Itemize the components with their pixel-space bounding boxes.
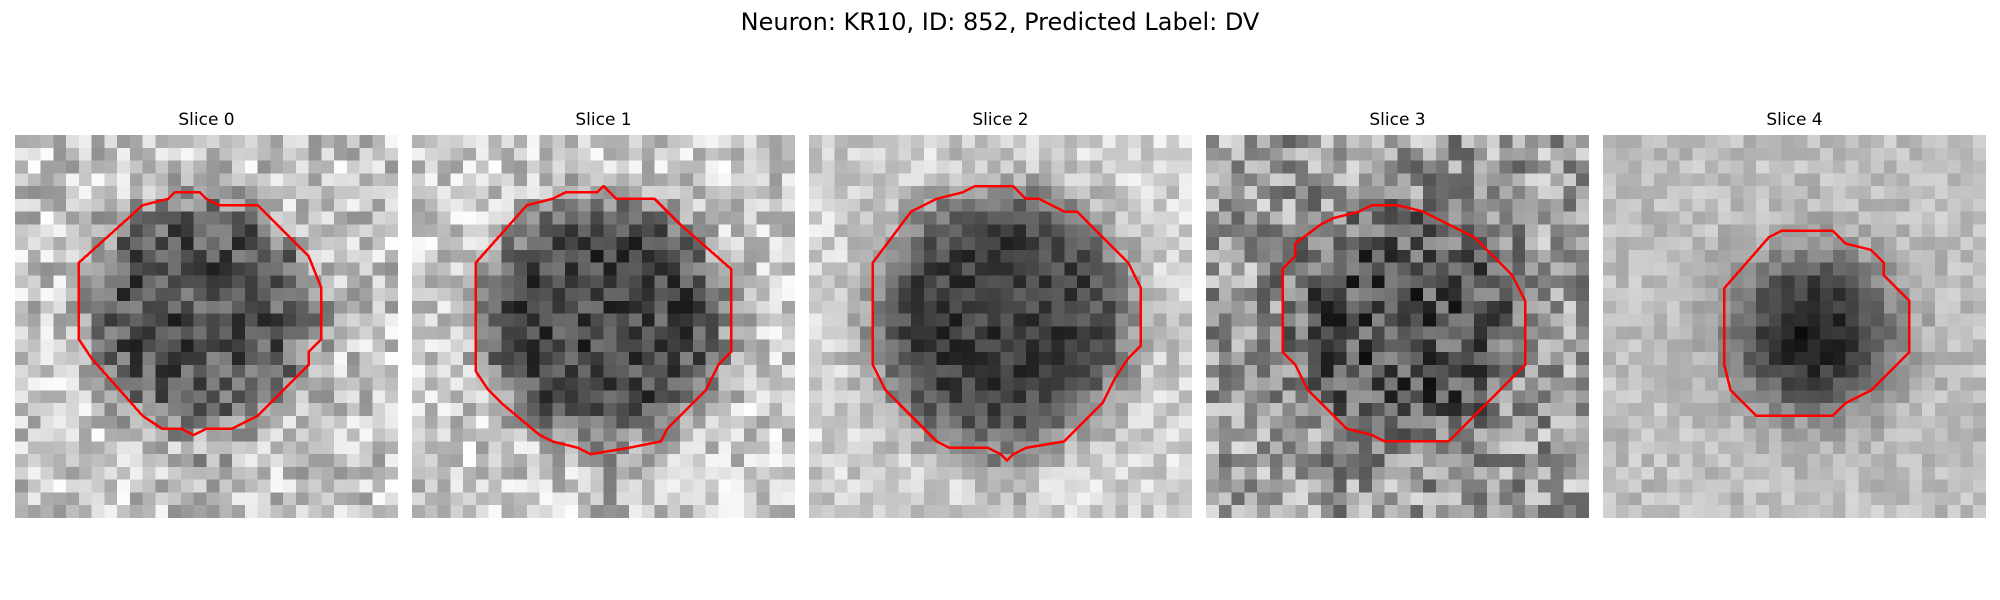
slice-panel-4: Slice 4 (1603, 108, 1986, 518)
pixel-grid (809, 135, 1192, 518)
segmentation-contour (476, 186, 731, 454)
pixel-grid (412, 135, 795, 518)
segmentation-contour (873, 186, 1141, 460)
slice-image-2 (809, 135, 1192, 518)
segmentation-contour (79, 192, 322, 435)
slice-panel-2: Slice 2 (809, 108, 1192, 518)
slice-image-3 (1206, 135, 1589, 518)
slice-image-1 (412, 135, 795, 518)
slice-title-4: Slice 4 (1766, 110, 1823, 130)
slice-panel-3: Slice 3 (1206, 108, 1589, 518)
figure-title: Neuron: KR10, ID: 852, Predicted Label: … (740, 8, 1260, 36)
slice-title-3: Slice 3 (1369, 110, 1426, 130)
slice-title-0: Slice 0 (178, 110, 235, 130)
segmentation-contour (1724, 231, 1909, 416)
segmentation-contour (1283, 205, 1526, 441)
slice-title-2: Slice 2 (972, 110, 1029, 130)
slice-image-4 (1603, 135, 1986, 518)
pixel-grid (1206, 135, 1589, 518)
slice-title-1: Slice 1 (575, 110, 632, 130)
pixel-grid (15, 135, 398, 518)
slice-panel-0: Slice 0 (15, 108, 398, 518)
slice-image-0 (15, 135, 398, 518)
pixel-grid (1603, 135, 1986, 518)
slice-panel-1: Slice 1 (412, 108, 795, 518)
